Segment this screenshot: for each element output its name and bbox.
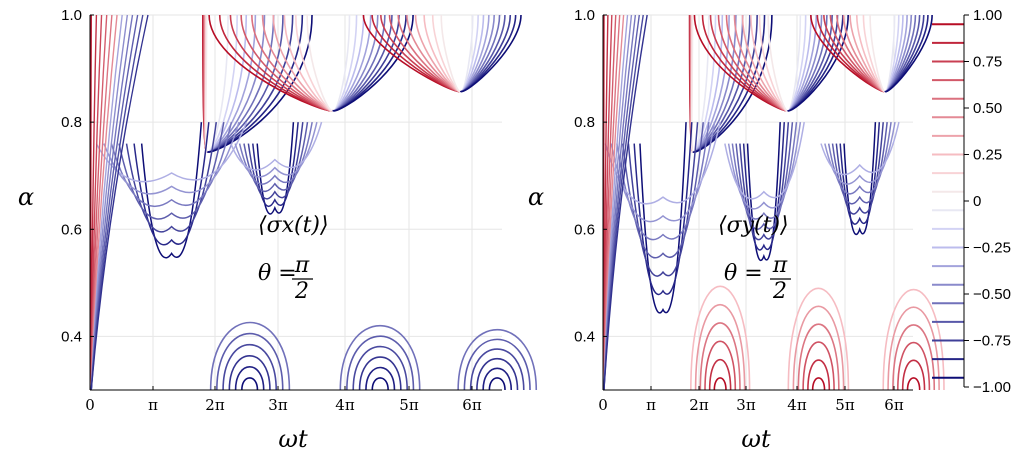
- left-contour-line: [217, 334, 283, 390]
- colorbar-tick-label: −0.25: [973, 240, 1011, 257]
- left-contour-line: [372, 378, 388, 390]
- right-contour-line: [903, 360, 925, 390]
- left-xtick-label: 3π: [268, 396, 288, 414]
- left-contour-line: [235, 122, 317, 177]
- left-annotation: ⟨σx(t)⟩ θ = π 2: [258, 213, 329, 304]
- right-annotation-theta: θ =: [724, 261, 763, 286]
- colorbar: 1.00 0.75 0.50 0.25 0 −0.25 −0.50 −0.75 −1.00: [932, 7, 1011, 396]
- right-contour-line: [700, 323, 740, 390]
- right-contour-line: [710, 360, 731, 390]
- left-contours: [91, 15, 536, 390]
- left-contour-line: [483, 368, 511, 390]
- right-xtick-label: 0: [598, 396, 608, 414]
- right-contour-line: [893, 325, 934, 390]
- colorbar-tick-label: 1.00: [973, 7, 1002, 24]
- colorbar-tick-label: −0.75: [973, 333, 1011, 350]
- left-ylabel: α: [18, 183, 34, 211]
- left-xtick-label: 0: [85, 396, 95, 414]
- left-xtick-label: π: [148, 396, 158, 414]
- right-contour-line: [808, 360, 829, 390]
- right-ytick-label: 0.8: [574, 114, 595, 131]
- right-xtick-label: 2π: [689, 396, 709, 414]
- right-contour-line: [714, 378, 726, 390]
- right-annotation-quantity: ⟨σy(t)⟩: [718, 213, 789, 238]
- right-contour-line: [725, 122, 804, 199]
- left-contour-line: [111, 122, 231, 206]
- right-contour-line: [813, 378, 825, 390]
- right-contour-line: [825, 122, 895, 184]
- left-contour-line: [91, 15, 137, 390]
- left-contour-line: [353, 347, 407, 390]
- right-xtick-label: 3π: [736, 396, 756, 414]
- left-contour-line: [489, 378, 505, 390]
- left-xtick-label: 4π: [335, 396, 355, 414]
- left-xtick-label: 6π: [462, 396, 482, 414]
- right-ylabel: α: [528, 183, 544, 211]
- left-contour-line: [127, 122, 217, 232]
- right-contour-line: [908, 378, 920, 390]
- right-xtick-label: 6π: [884, 396, 904, 414]
- left-ytick-label: 1.0: [61, 7, 82, 24]
- colorbar-tick-label: −0.50: [973, 286, 1011, 303]
- left-contour-line: [142, 122, 202, 258]
- left-annotation-theta: θ =: [258, 261, 297, 286]
- right-contour-line: [798, 324, 838, 390]
- right-ytick-label: 0.4: [574, 328, 595, 345]
- left-contour-line: [464, 339, 530, 390]
- left-xtick-label: 2π: [205, 396, 225, 414]
- colorbar-tick-label: 0.50: [973, 100, 1002, 117]
- right-annotation-frac-den: 2: [772, 279, 787, 304]
- right-contour-line: [640, 122, 686, 313]
- colorbar-tick-label: 0: [973, 193, 981, 210]
- left-ytick-label: 0.4: [61, 328, 82, 345]
- left-xtick-label: 5π: [399, 396, 419, 414]
- right-xlabel: ωt: [741, 425, 771, 453]
- right-annotation-frac-num: π: [772, 253, 788, 278]
- colorbar-tick-label: 0.25: [973, 147, 1002, 164]
- right-contour-line: [729, 122, 801, 209]
- right-ytick-label: 0.6: [574, 221, 595, 238]
- right-ytick-label: 1.0: [574, 7, 595, 24]
- colorbar-tick-label: −1.00: [973, 379, 1011, 396]
- left-contour-line: [347, 336, 414, 390]
- colorbar-tick-label: 0.75: [973, 54, 1002, 71]
- left-annotation-quantity: ⟨σx(t)⟩: [258, 213, 329, 238]
- right-contours: [604, 15, 944, 390]
- left-ytick-label: 0.8: [61, 114, 82, 131]
- left-annotation-frac-den: 2: [294, 279, 309, 304]
- left-contour-line: [471, 349, 524, 390]
- left-contour-line: [366, 368, 395, 391]
- left-xlabel: ωt: [278, 425, 308, 453]
- right-xtick-label: 4π: [787, 396, 807, 414]
- right-contour-line: [617, 122, 709, 239]
- left-ytick-label: 0.6: [61, 221, 82, 238]
- right-xtick-label: π: [646, 396, 656, 414]
- left-contour-line: [242, 378, 258, 390]
- left-annotation-frac-num: π: [294, 253, 310, 278]
- left-contour-line: [104, 122, 239, 194]
- right-xtick-label: 5π: [835, 396, 855, 414]
- right-plot-panel: 0.4 0.6 0.8 1.0 0 π 2π 3π 4π 5π 6π ⟨σy(t)⟩ θ = π 2…: [528, 7, 944, 453]
